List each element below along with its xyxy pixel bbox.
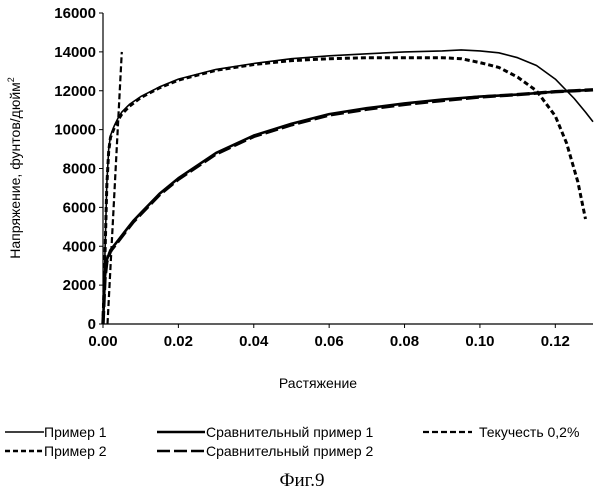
legend-label: Сравнительный пример 2: [206, 443, 373, 459]
y-axis-ticks: 0 2000 4000 6000 8000 10000 12000 14000 16000: [54, 5, 103, 333]
figure-caption: Фиг.9: [279, 470, 324, 491]
legend-item-1: Пример 1: [5, 424, 107, 440]
y-tick-label: 14000: [54, 44, 96, 61]
y-tick-label: 4000: [63, 238, 96, 255]
x-tick-label: 0.08: [390, 333, 419, 350]
legend-item-3: Сравнительный пример 1: [157, 424, 373, 440]
y-tick-label: 6000: [63, 199, 96, 216]
x-tick-label: 0.06: [315, 333, 344, 350]
series-line-5: [108, 52, 122, 324]
y-axis-title-superscript: 2: [6, 77, 16, 82]
series-line-4: [103, 90, 593, 324]
legend-item-4: Сравнительный пример 2: [157, 443, 373, 459]
y-tick-label: 10000: [54, 122, 96, 139]
x-tick-label: 0.12: [541, 333, 570, 350]
legend: Пример 1 Пример 2 Сравнительный пример 1 Ср…: [5, 424, 579, 459]
legend-item-5: Текучесть 0,2%: [423, 424, 579, 440]
series-layer: [103, 50, 593, 324]
y-tick-label: 2000: [63, 277, 96, 294]
legend-label: Пример 1: [44, 424, 107, 440]
series-line-1: [103, 50, 593, 324]
x-tick-label: 0.02: [164, 333, 193, 350]
x-tick-label: 0.00: [88, 333, 117, 350]
legend-item-2: Пример 2: [5, 443, 107, 459]
legend-label: Сравнительный пример 1: [206, 424, 373, 440]
x-tick-label: 0.10: [465, 333, 494, 350]
x-axis-title: Растяжение: [279, 375, 357, 391]
y-tick-label: 12000: [54, 83, 96, 100]
legend-label: Пример 2: [44, 443, 107, 459]
legend-label: Текучесть 0,2%: [479, 424, 579, 440]
x-tick-label: 0.04: [239, 333, 269, 350]
y-axis-title: Напряжение, фунтов/дюйм2: [6, 77, 23, 259]
series-line-3: [103, 90, 593, 324]
y-tick-label: 0: [88, 316, 96, 333]
x-axis-ticks: 0.00 0.02 0.04 0.06 0.08 0.10 0.12: [88, 324, 570, 350]
y-tick-label: 16000: [54, 5, 96, 22]
y-axis-title-main: Напряжение, фунтов/дюйм: [7, 82, 23, 259]
series-line-2: [103, 58, 586, 324]
y-tick-label: 8000: [63, 161, 96, 178]
